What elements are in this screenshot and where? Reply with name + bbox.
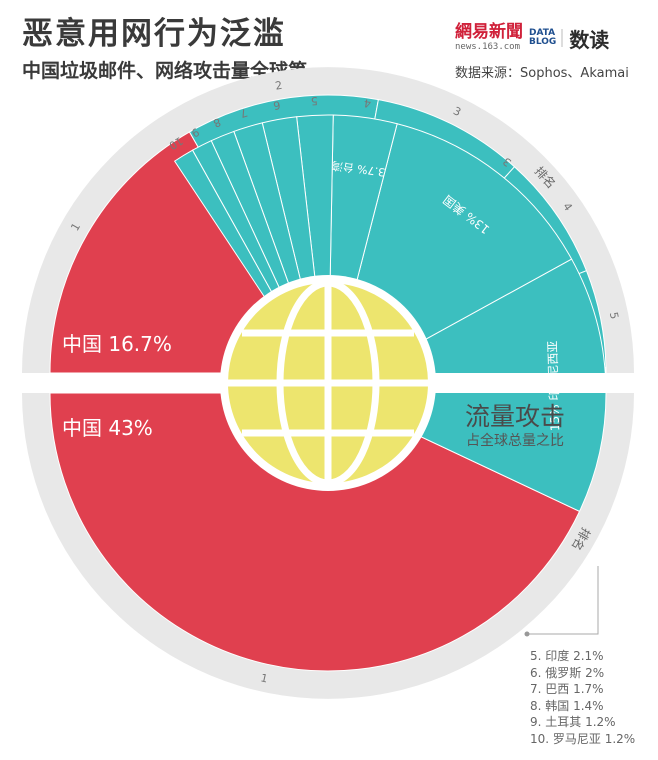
brand-logos: 網易新聞 news.163.com DATA BLOG 数读 bbox=[455, 18, 609, 58]
netease-news-wordmark: 網易新聞 bbox=[455, 22, 523, 42]
rank-label: 1 bbox=[259, 671, 269, 685]
legend-item: 7. 巴西 1.7% bbox=[530, 682, 604, 696]
rank-label: 8 bbox=[211, 115, 222, 130]
page-subtitle: 中国垃圾邮件、网络攻击量全球第一 bbox=[22, 60, 327, 82]
pie-slice bbox=[49, 392, 581, 672]
rank-label: 10 bbox=[167, 134, 186, 152]
attack-legend: 5. 印度 2.1% 6. 俄罗斯 2% 7. 巴西 1.7% 8. 韩国 1.… bbox=[530, 648, 635, 747]
globe-icon bbox=[220, 275, 436, 491]
rank-label: 4 bbox=[363, 96, 372, 110]
rank-label: 5 bbox=[310, 94, 318, 107]
data-blog-word-blog: BLOG bbox=[529, 37, 557, 47]
netease-news-logo: 網易新聞 news.163.com bbox=[455, 24, 523, 52]
data-blog-word-data: DATA bbox=[529, 28, 556, 38]
legend-leader-dot bbox=[524, 631, 530, 637]
legend-leader-line bbox=[527, 566, 599, 635]
shudu-logo: 数读 bbox=[569, 27, 610, 52]
rank-label: 7 bbox=[239, 106, 249, 120]
slice-label: 中国 16.7% bbox=[62, 332, 172, 356]
slice-label: 中国 43% bbox=[62, 416, 153, 440]
rank-label: 6 bbox=[272, 98, 281, 112]
chart-title: 流量攻击 bbox=[465, 402, 565, 431]
page-title: 恶意用网行为泛滥 bbox=[22, 16, 286, 52]
rank-label: 5 bbox=[607, 311, 621, 320]
rank-label: 2 bbox=[274, 79, 283, 93]
legend-item: 5. 印度 2.1% bbox=[530, 649, 604, 663]
legend-item: 8. 韩国 1.4% bbox=[530, 698, 604, 713]
chart-subtitle: 占全球总量之比 bbox=[466, 432, 564, 449]
legend-item: 6. 俄罗斯 2% bbox=[530, 665, 605, 680]
data-blog-logo: DATA BLOG bbox=[529, 28, 564, 47]
data-source: 数据来源：Sophos、Akamai bbox=[455, 66, 629, 81]
legend-item: 10. 罗马尼亚 1.2% bbox=[530, 731, 636, 746]
legend-item: 9. 土耳其 1.2% bbox=[530, 715, 616, 729]
netease-news-site: news.163.com bbox=[455, 42, 521, 52]
